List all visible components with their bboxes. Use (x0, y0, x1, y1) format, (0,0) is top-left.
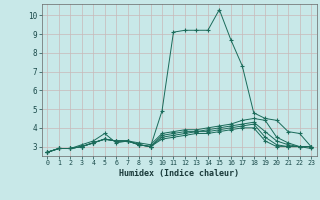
X-axis label: Humidex (Indice chaleur): Humidex (Indice chaleur) (119, 169, 239, 178)
